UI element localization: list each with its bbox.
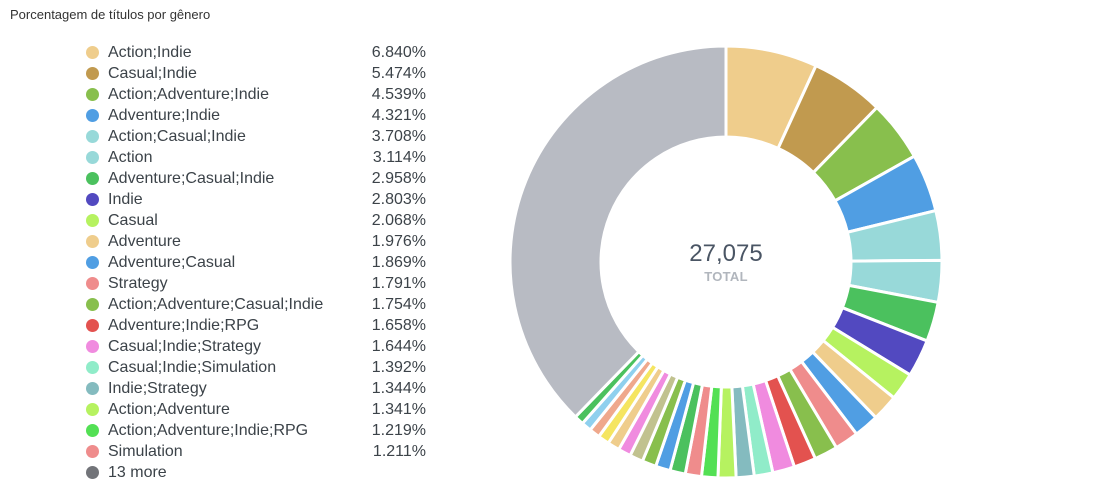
legend-swatch bbox=[86, 235, 99, 248]
legend-swatch bbox=[86, 214, 99, 227]
legend-percent: 1.211% bbox=[372, 442, 426, 460]
legend-item[interactable]: Simulation 1.211% bbox=[86, 441, 426, 462]
legend-label: Casual;Indie bbox=[108, 64, 197, 82]
legend-item[interactable]: Action;Adventure;Indie;RPG 1.219% bbox=[86, 420, 426, 441]
legend-percent: 1.754% bbox=[371, 295, 426, 313]
legend-item[interactable]: Action;Adventure 1.341% bbox=[86, 399, 426, 420]
legend-item[interactable]: Casual 2.068% bbox=[86, 210, 426, 231]
legend-item[interactable]: Action;Indie 6.840% bbox=[86, 42, 426, 63]
legend-item[interactable]: Adventure;Casual 1.869% bbox=[86, 252, 426, 273]
legend-swatch bbox=[86, 193, 99, 206]
chart-title: Porcentagem de títulos por gênero bbox=[10, 7, 211, 22]
legend-swatch bbox=[86, 466, 99, 479]
legend-percent: 5.474% bbox=[371, 64, 426, 82]
legend-percent: 6.840% bbox=[371, 43, 426, 61]
legend-label: Action bbox=[108, 148, 153, 166]
legend-percent: 1.219% bbox=[371, 421, 426, 439]
legend-swatch bbox=[86, 172, 99, 185]
legend-label: Action;Adventure;Indie bbox=[108, 85, 269, 103]
legend-label: Action;Casual;Indie bbox=[108, 127, 246, 145]
legend-swatch bbox=[86, 319, 99, 332]
legend-label: Action;Adventure;Indie;RPG bbox=[108, 421, 309, 439]
legend-percent: 1.392% bbox=[371, 358, 426, 376]
legend-item[interactable]: Casual;Indie 5.474% bbox=[86, 63, 426, 84]
legend-label: Action;Adventure bbox=[108, 400, 230, 418]
legend-percent: 1.658% bbox=[371, 316, 426, 334]
legend-item[interactable]: Indie;Strategy 1.344% bbox=[86, 378, 426, 399]
legend-percent: 1.791% bbox=[371, 274, 426, 292]
legend-swatch bbox=[86, 256, 99, 269]
legend-percent: 2.958% bbox=[371, 169, 426, 187]
legend-item[interactable]: Strategy 1.791% bbox=[86, 273, 426, 294]
legend-item[interactable]: Adventure;Indie;RPG 1.658% bbox=[86, 315, 426, 336]
legend-label: Adventure bbox=[108, 232, 181, 250]
legend-swatch bbox=[86, 445, 99, 458]
legend-item[interactable]: Indie 2.803% bbox=[86, 189, 426, 210]
legend-item[interactable]: Casual;Indie;Strategy 1.644% bbox=[86, 336, 426, 357]
legend-item[interactable]: Action 3.114% bbox=[86, 147, 426, 168]
legend-label: Simulation bbox=[108, 442, 183, 460]
legend-percent: 3.114% bbox=[372, 148, 426, 166]
legend-item[interactable]: Action;Adventure;Casual;Indie 1.754% bbox=[86, 294, 426, 315]
legend-item[interactable]: Adventure 1.976% bbox=[86, 231, 426, 252]
legend-swatch bbox=[86, 109, 99, 122]
legend-swatch bbox=[86, 88, 99, 101]
legend-percent: 2.803% bbox=[371, 190, 426, 208]
legend-percent: 2.068% bbox=[371, 211, 426, 229]
legend-item[interactable]: Casual;Indie;Simulation 1.392% bbox=[86, 357, 426, 378]
legend-label: Strategy bbox=[108, 274, 168, 292]
donut-slice[interactable] bbox=[508, 44, 728, 419]
legend-percent: 4.539% bbox=[371, 85, 426, 103]
legend-swatch bbox=[86, 46, 99, 59]
donut-chart: 27,075 TOTAL bbox=[504, 40, 948, 484]
legend-label: 13 more bbox=[108, 463, 167, 481]
legend-percent: 1.976% bbox=[371, 232, 426, 250]
legend-item[interactable]: Adventure;Indie 4.321% bbox=[86, 105, 426, 126]
legend-swatch bbox=[86, 298, 99, 311]
legend-swatch bbox=[86, 361, 99, 374]
chart-legend: Action;Indie 6.840% Casual;Indie 5.474% Acti… bbox=[86, 42, 426, 483]
legend-label: Adventure;Indie bbox=[108, 106, 221, 124]
legend-label: Adventure;Casual;Indie bbox=[108, 169, 275, 187]
legend-item[interactable]: Action;Casual;Indie 3.708% bbox=[86, 126, 426, 147]
legend-swatch bbox=[86, 340, 99, 353]
legend-percent: 3.708% bbox=[371, 127, 426, 145]
legend-swatch bbox=[86, 67, 99, 80]
legend-label: Casual;Indie;Strategy bbox=[108, 337, 261, 355]
legend-swatch bbox=[86, 130, 99, 143]
legend-label: Indie;Strategy bbox=[108, 379, 207, 397]
legend-percent: 4.321% bbox=[371, 106, 426, 124]
legend-item[interactable]: Action;Adventure;Indie 4.539% bbox=[86, 84, 426, 105]
legend-percent: 1.344% bbox=[371, 379, 426, 397]
legend-swatch bbox=[86, 277, 99, 290]
legend-item[interactable]: 13 more bbox=[86, 462, 426, 483]
legend-swatch bbox=[86, 403, 99, 416]
legend-label: Adventure;Casual bbox=[108, 253, 236, 271]
legend-label: Adventure;Indie;RPG bbox=[108, 316, 260, 334]
legend-swatch bbox=[86, 382, 99, 395]
legend-label: Indie bbox=[108, 190, 143, 208]
legend-percent: 1.341% bbox=[371, 400, 426, 418]
legend-item[interactable]: Adventure;Casual;Indie 2.958% bbox=[86, 168, 426, 189]
legend-swatch bbox=[86, 151, 99, 164]
legend-label: Casual;Indie;Simulation bbox=[108, 358, 277, 376]
legend-percent: 1.644% bbox=[371, 337, 426, 355]
legend-label: Action;Adventure;Casual;Indie bbox=[108, 295, 324, 313]
legend-swatch bbox=[86, 424, 99, 437]
legend-percent: 1.869% bbox=[371, 253, 426, 271]
legend-label: Casual bbox=[108, 211, 158, 229]
donut-svg bbox=[508, 44, 944, 480]
legend-label: Action;Indie bbox=[108, 43, 192, 61]
